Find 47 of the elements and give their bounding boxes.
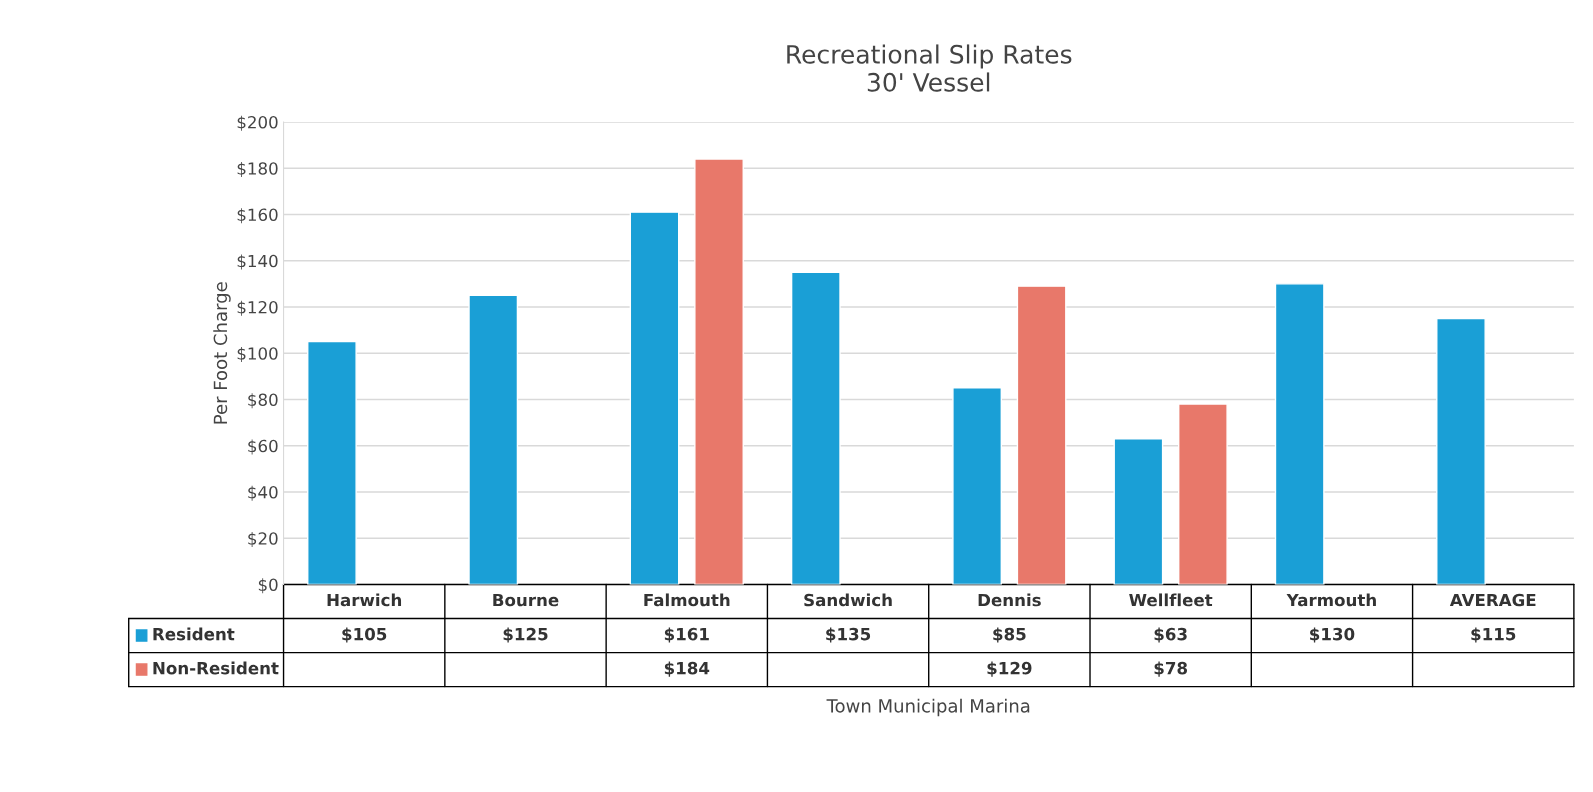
chart-title: Recreational Slip Rates (787, 44, 1072, 69)
y-tick-label: $40 (248, 485, 278, 501)
x-tick-label: Sandwich (804, 593, 892, 607)
y-tick-label: $140 (237, 254, 278, 270)
bar (629, 211, 680, 585)
x-tick-label: Wellfleet (1129, 593, 1213, 607)
data-label: $135 (826, 627, 871, 643)
bar (307, 340, 357, 585)
y-tick-label: $200 (237, 115, 278, 131)
y-tick-label: $120 (237, 300, 278, 316)
data-label: $129 (987, 661, 1032, 677)
y-tick-label: $20 (248, 531, 278, 548)
bar (1436, 317, 1486, 585)
data-label: $63 (1154, 627, 1187, 643)
bar (1274, 283, 1325, 585)
x-tick-label: Bourne (493, 593, 559, 607)
text: Town Municipal Marina (826, 698, 1030, 717)
bar (1016, 285, 1067, 585)
data-label: $85 (993, 627, 1026, 643)
data-label: $115 (1471, 627, 1516, 643)
data-label: $184 (664, 661, 710, 677)
y-tick-label: $60 (248, 439, 278, 455)
chart-subtitle: 30' Vessel (867, 72, 990, 92)
bar (952, 387, 1002, 585)
bar (1113, 438, 1164, 585)
x-tick-label: Falmouth (644, 593, 730, 607)
data-label: $161 (664, 627, 709, 643)
bar (694, 158, 744, 585)
x-tick-label: Yarmouth (1286, 593, 1376, 607)
y-tick-label: $0 (258, 578, 278, 594)
y-tick-label: $80 (248, 393, 278, 409)
bar (468, 294, 519, 585)
y-axis-title: Per Foot Charge (213, 282, 231, 424)
data-label: $125 (503, 627, 548, 643)
x-tick-label: AVERAGE (1449, 593, 1536, 607)
y-tick-label: $160 (237, 208, 278, 224)
x-tick-label: Harwich (327, 593, 402, 607)
bar (790, 271, 841, 585)
data-label: $105 (342, 627, 387, 643)
y-tick-label: $180 (237, 161, 278, 177)
x-tick-label: Dennis (978, 593, 1041, 607)
legend-label: Resident (153, 627, 235, 641)
data-label: $78 (1154, 661, 1188, 677)
bar (1178, 403, 1228, 585)
legend-label: Non-Resident (153, 661, 279, 675)
data-label: $130 (1310, 627, 1355, 643)
y-tick-label: $100 (237, 346, 278, 363)
